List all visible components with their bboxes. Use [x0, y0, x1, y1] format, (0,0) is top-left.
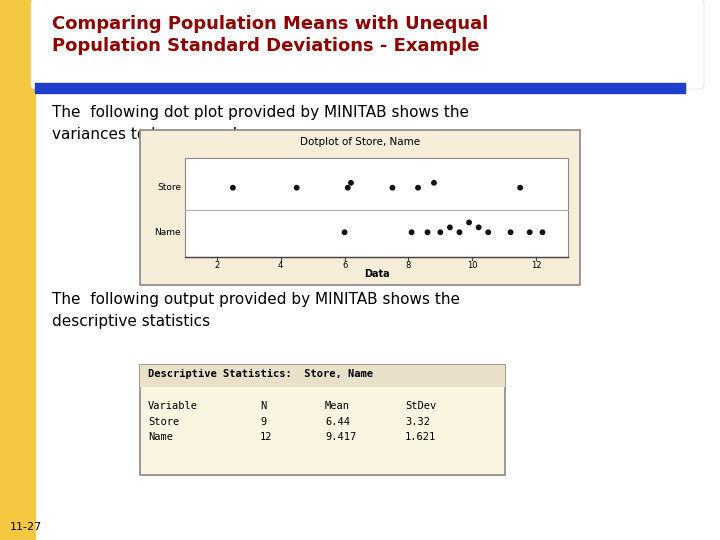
Circle shape	[348, 180, 354, 185]
Text: Mean: Mean	[325, 401, 350, 411]
Circle shape	[390, 186, 395, 190]
Text: 9: 9	[260, 417, 266, 427]
Text: 9.417: 9.417	[325, 432, 356, 442]
Text: 6.44: 6.44	[325, 417, 350, 427]
Circle shape	[448, 225, 452, 229]
Circle shape	[477, 225, 481, 229]
Bar	[35, 83, 685, 93]
Text: 2: 2	[215, 261, 220, 270]
Text: 11-27: 11-27	[10, 522, 42, 532]
Text: Data: Data	[364, 269, 390, 279]
Circle shape	[528, 230, 532, 234]
Text: 10: 10	[467, 261, 477, 270]
Text: The  following dot plot provided by MINITAB shows the
variances to be unequal.: The following dot plot provided by MINIT…	[52, 105, 469, 142]
Circle shape	[486, 230, 490, 234]
Circle shape	[438, 230, 443, 234]
Bar	[140, 365, 505, 475]
Circle shape	[518, 186, 522, 190]
Circle shape	[457, 230, 462, 234]
Circle shape	[415, 186, 420, 190]
Text: Comparing Population Means with Unequal: Comparing Population Means with Unequal	[52, 15, 488, 33]
Text: Store: Store	[157, 183, 181, 192]
Text: Name: Name	[154, 228, 181, 237]
Text: N: N	[260, 401, 266, 411]
Text: StDev: StDev	[405, 401, 436, 411]
Text: Descriptive Statistics:  Store, Name: Descriptive Statistics: Store, Name	[148, 369, 373, 379]
Text: 12: 12	[260, 432, 272, 442]
Text: 12: 12	[531, 261, 541, 270]
Text: 4: 4	[278, 261, 284, 270]
Circle shape	[294, 186, 299, 190]
Circle shape	[432, 180, 436, 185]
Text: 1.621: 1.621	[405, 432, 436, 442]
Circle shape	[410, 230, 414, 234]
Bar	[140, 130, 580, 285]
Circle shape	[426, 230, 430, 234]
Bar	[140, 365, 505, 387]
Circle shape	[230, 186, 235, 190]
Circle shape	[346, 186, 350, 190]
Text: 8: 8	[406, 261, 411, 270]
Text: Dotplot of Store, Name: Dotplot of Store, Name	[300, 137, 420, 147]
Text: 3.32: 3.32	[405, 417, 430, 427]
Circle shape	[540, 230, 544, 234]
Bar	[0, 0, 35, 540]
Text: Population Standard Deviations - Example: Population Standard Deviations - Example	[52, 37, 480, 55]
FancyBboxPatch shape	[31, 0, 704, 89]
Text: Store: Store	[148, 417, 179, 427]
Circle shape	[508, 230, 513, 234]
Text: 6: 6	[342, 261, 347, 270]
Circle shape	[467, 220, 472, 225]
Bar	[185, 158, 568, 257]
Text: The  following output provided by MINITAB shows the
descriptive statistics: The following output provided by MINITAB…	[52, 292, 460, 329]
Text: Name: Name	[148, 432, 173, 442]
Circle shape	[343, 230, 347, 234]
Text: Variable: Variable	[148, 401, 198, 411]
